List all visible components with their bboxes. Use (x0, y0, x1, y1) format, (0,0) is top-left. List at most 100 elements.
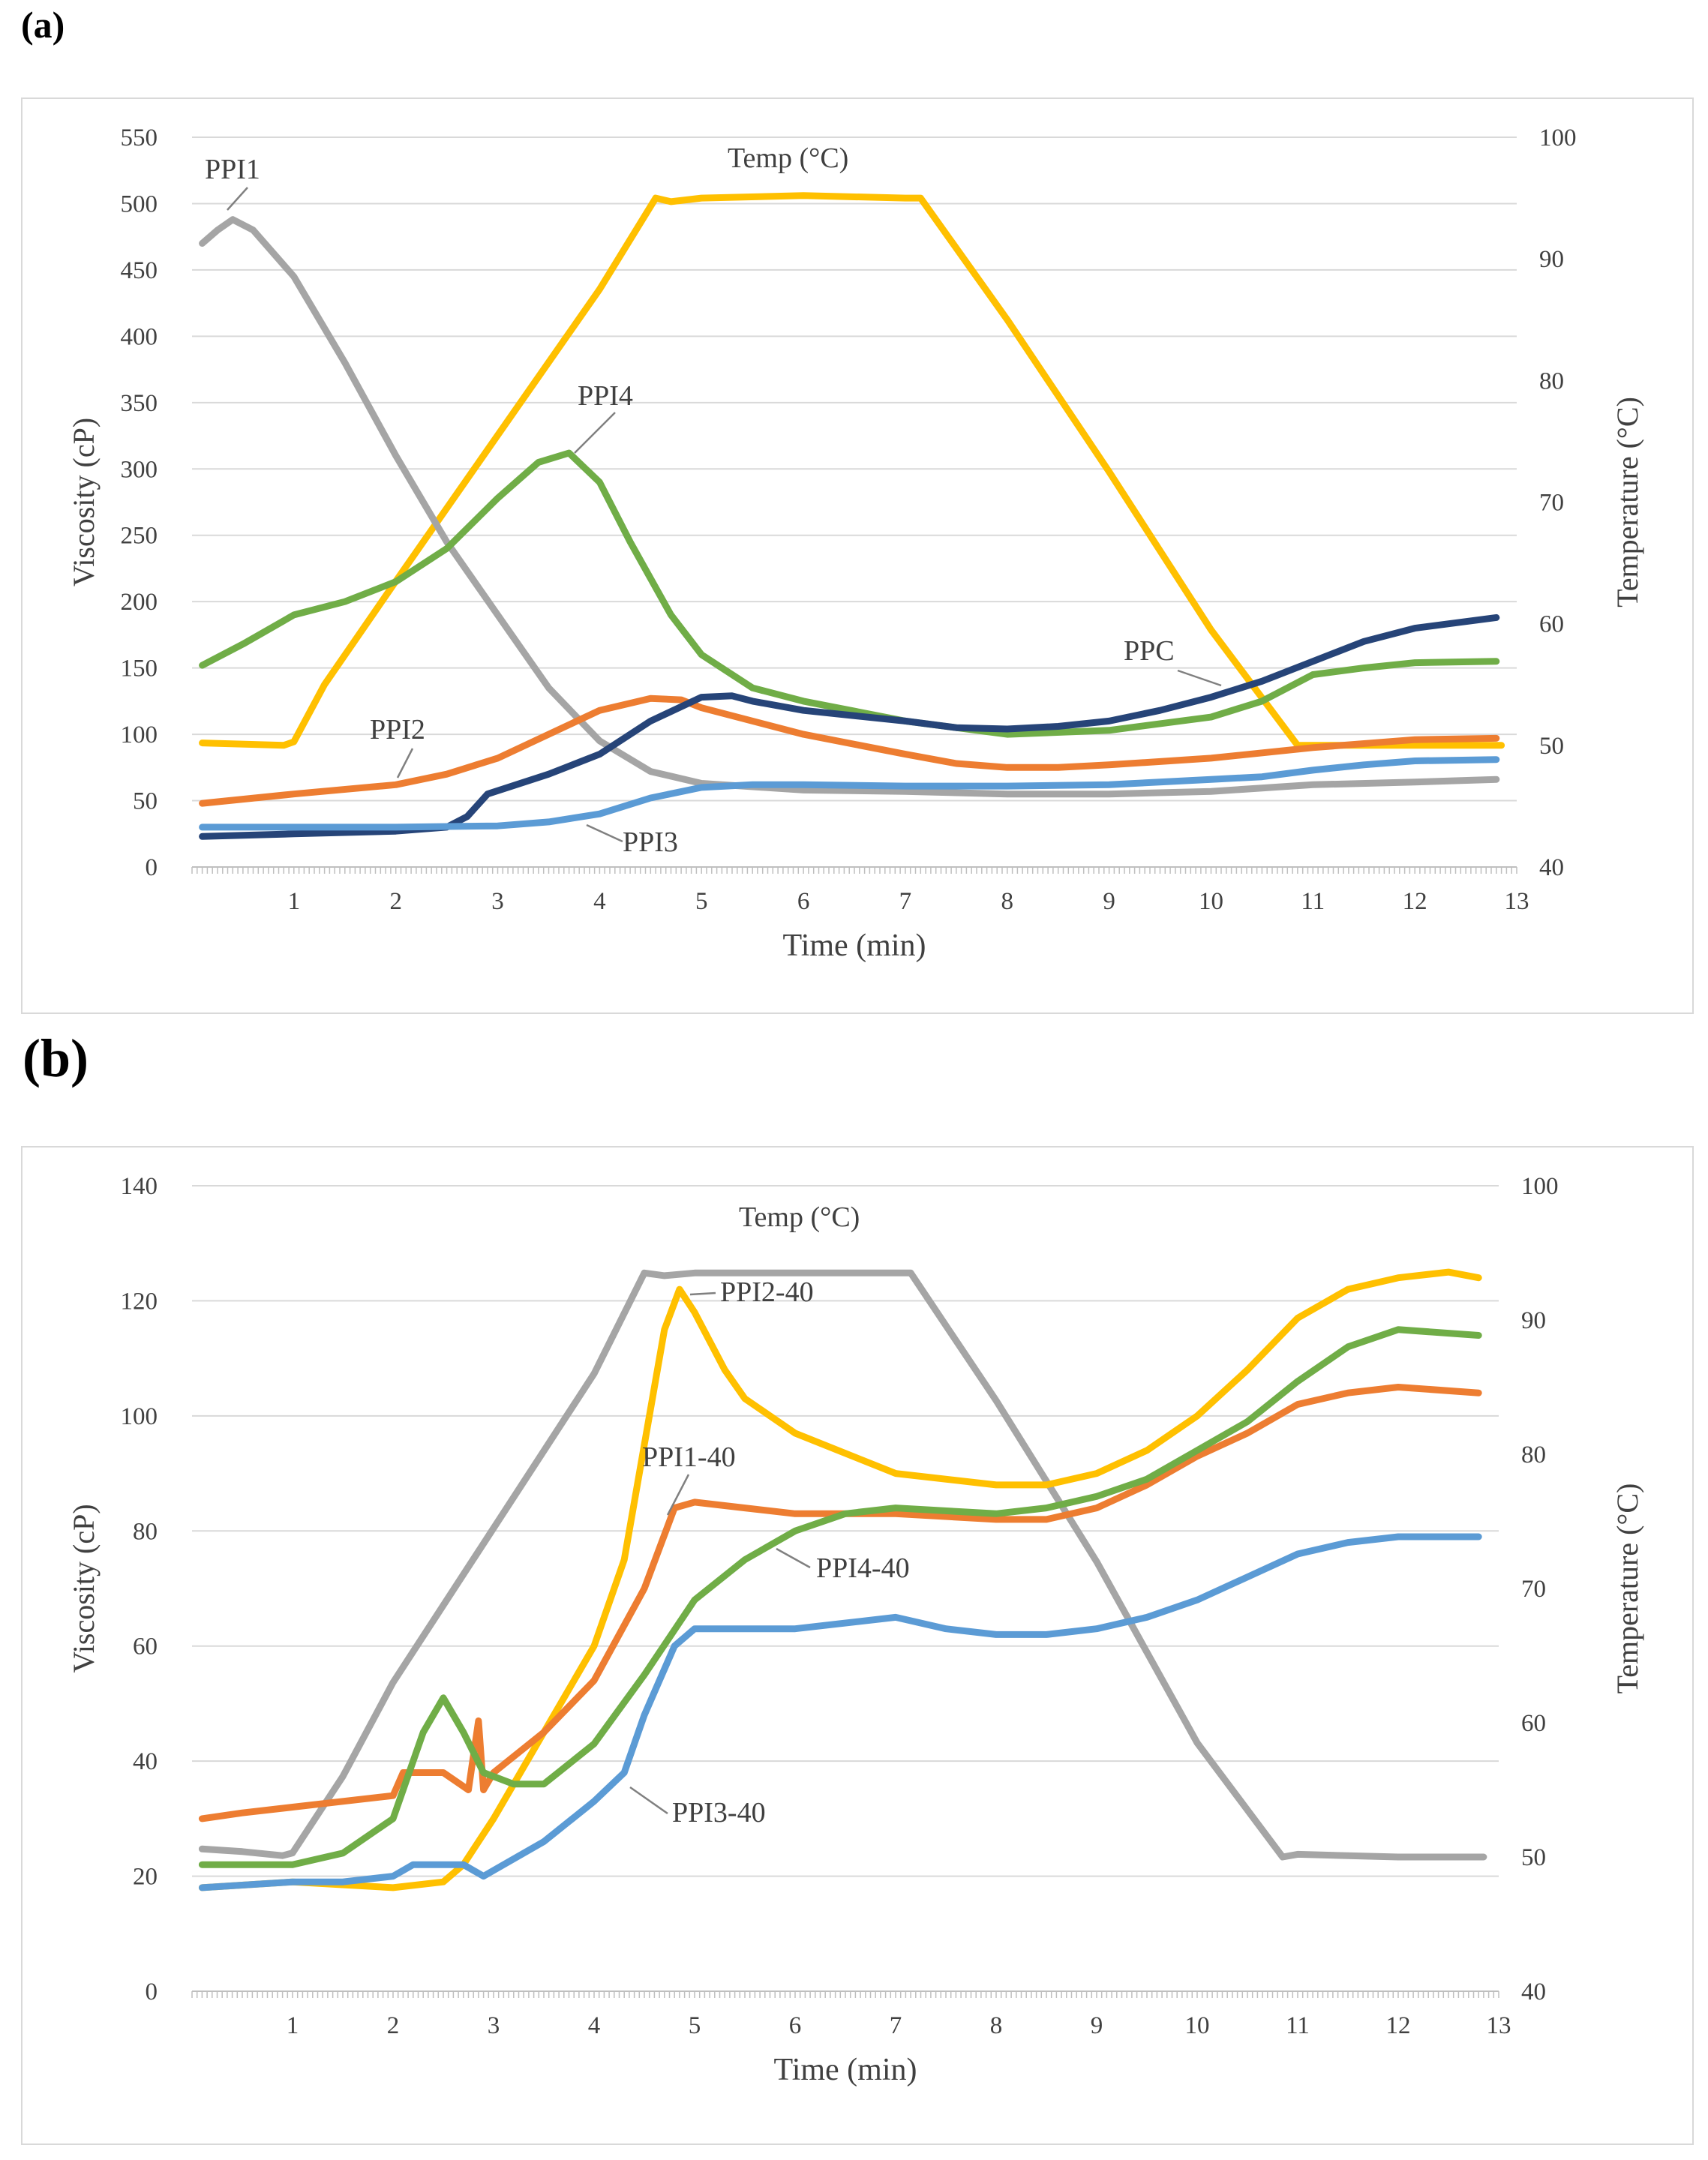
series-annotation: PPI3-40 (672, 1797, 766, 1828)
y-tick-label: 20 (133, 1864, 158, 1891)
y2-axis-title: Temperature (°C) (1610, 1484, 1644, 1694)
y-tick-label: 80 (133, 1518, 158, 1545)
series-line-ppi2-40 (198, 1268, 1482, 1892)
x-tick-label: 1 (287, 2012, 299, 2039)
y-tick-label: 400 (121, 323, 158, 350)
annotation-leader (227, 187, 248, 211)
y-tick-label: 150 (121, 656, 158, 682)
x-tick-label: 2 (387, 2012, 400, 2039)
x-tick-label: 6 (789, 2012, 802, 2039)
x-tick-label: 13 (1505, 888, 1529, 915)
x-axis-title: Time (min) (783, 928, 926, 963)
y2-tick-label: 100 (1521, 1173, 1559, 1200)
y-axis-title: Viscosity (cP) (67, 1504, 101, 1672)
series-line-ppi2 (199, 694, 1500, 807)
annotation-leader (666, 1474, 690, 1516)
series-annotation: PPI1-40 (642, 1442, 736, 1473)
panel-label-a: (a) (21, 4, 65, 46)
panel-label-b: (b) (23, 1028, 89, 1088)
x-tick-label: 13 (1487, 2012, 1511, 2039)
x-tick-label: 10 (1199, 888, 1223, 915)
x-tick-label: 5 (695, 888, 708, 915)
y2-tick-label: 90 (1539, 246, 1564, 273)
y2-tick-label: 60 (1521, 1710, 1546, 1737)
y2-tick-label: 50 (1539, 733, 1564, 760)
annotation-leader (574, 412, 616, 454)
y2-tick-label: 60 (1539, 611, 1564, 638)
series-line-ppi3 (199, 756, 1500, 831)
y2-tick-label: 40 (1521, 1978, 1546, 2006)
series-line-temp-c (199, 192, 1505, 749)
x-tick-label: 8 (1001, 888, 1014, 915)
series-annotation: Temp (°C) (739, 1202, 860, 1233)
y-axis-title: Viscosity (cP) (67, 418, 101, 586)
x-tick-label: 6 (797, 888, 810, 915)
series-annotation: PPI4 (578, 380, 633, 412)
x-tick-label: 2 (389, 888, 402, 915)
y-tick-label: 300 (121, 456, 158, 483)
x-tick-label: 7 (890, 2012, 902, 2039)
series-annotation: PPI3 (623, 826, 678, 858)
x-tick-label: 1 (288, 888, 301, 915)
y2-tick-label: 100 (1539, 124, 1577, 152)
annotation-leader (586, 824, 623, 843)
y-tick-label: 0 (146, 1978, 158, 2006)
y-tick-label: 140 (121, 1173, 158, 1200)
series-line-ppi4 (199, 449, 1500, 738)
series-line-ppi1 (199, 216, 1500, 798)
x-tick-label: 5 (689, 2012, 701, 2039)
y-tick-label: 40 (133, 1748, 158, 1775)
y-tick-label: 500 (121, 190, 158, 218)
y-tick-label: 550 (121, 124, 158, 152)
series-line-ppc (199, 614, 1500, 840)
y-tick-label: 350 (121, 390, 158, 417)
series-line-ppi3-40 (198, 1533, 1482, 1892)
y2-tick-label: 80 (1539, 368, 1564, 394)
x-tick-label: 12 (1403, 888, 1427, 915)
y2-axis-title: Temperature (°C) (1610, 397, 1644, 608)
chart-frame-b: 0 20 40 60 80 100 120 140 40 50 60 70 80 90 100 1 2 3 4 5 6 7… (21, 1146, 1694, 2145)
y2-tick-label: 70 (1539, 490, 1564, 517)
annotation-leader (629, 1786, 668, 1815)
annotation-leader (776, 1547, 811, 1569)
annotation-leader (396, 748, 414, 778)
series-line-temp-c (198, 1269, 1487, 1861)
x-tick-label: 11 (1286, 2012, 1310, 2039)
y2-tick-label: 50 (1521, 1844, 1546, 1871)
series-annotation: PPI4-40 (816, 1552, 910, 1584)
y-tick-label: 0 (146, 854, 158, 881)
annotation-leader (689, 1292, 716, 1296)
y-tick-label: 50 (133, 788, 158, 815)
series-annotation: Temp (°C) (728, 142, 848, 174)
x-tick-label: 10 (1185, 2012, 1210, 2039)
x-tick-label: 11 (1301, 888, 1325, 915)
y2-tick-label: 90 (1521, 1307, 1546, 1334)
y-tick-label: 100 (121, 1403, 158, 1430)
x-tick-label: 7 (899, 888, 912, 915)
x-tick-label: 8 (990, 2012, 1003, 2039)
series-annotation: PPC (1124, 635, 1175, 667)
chart-frame-a: 0 50 100 150 200 250 300 350 400 450 500 550 40 50 60 7… (21, 98, 1694, 1014)
series-annotation: PPI2 (370, 714, 425, 746)
series-annotation: PPI2-40 (720, 1276, 814, 1308)
x-tick-label: 9 (1091, 2012, 1103, 2039)
y-tick-label: 250 (121, 523, 158, 550)
series-line-ppi4-40 (198, 1326, 1482, 1868)
y-tick-label: 100 (121, 722, 158, 748)
series-line-ppi1-40 (198, 1384, 1482, 1822)
x-axis-minor-ticks (191, 867, 1517, 874)
y-tick-label: 120 (121, 1288, 158, 1315)
series-annotation: PPI1 (205, 154, 260, 185)
annotation-leader (1177, 669, 1222, 687)
y-tick-label: 450 (121, 257, 158, 284)
x-tick-label: 3 (488, 2012, 500, 2039)
chart-a-svg: 0 50 100 150 200 250 300 350 400 450 500 550 40 50 60 7… (67, 124, 1644, 963)
y2-tick-label: 80 (1521, 1442, 1546, 1468)
x-tick-label: 4 (593, 888, 606, 915)
x-tick-label: 9 (1103, 888, 1115, 915)
x-tick-label: 12 (1386, 2012, 1411, 2039)
y-tick-label: 200 (121, 589, 158, 616)
x-axis-minor-ticks (191, 1991, 1499, 1998)
y-tick-label: 60 (133, 1634, 158, 1660)
